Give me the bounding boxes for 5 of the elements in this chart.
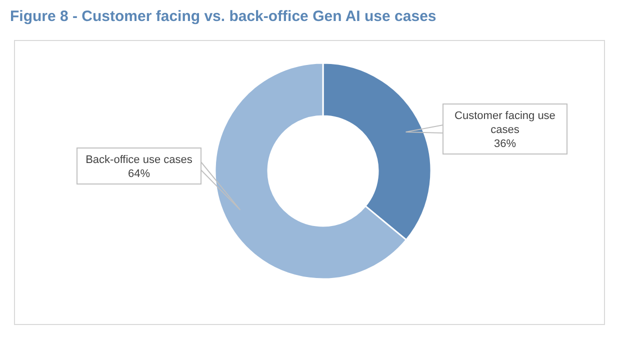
data-label: 64% xyxy=(128,168,150,180)
data-label: 36% xyxy=(494,138,516,150)
chart-title: Figure 8 - Customer facing vs. back-office Gen AI use cases xyxy=(10,8,436,25)
slice-label: Customer facing use cases xyxy=(454,110,556,136)
slice-label: Back-office use cases xyxy=(86,154,193,166)
